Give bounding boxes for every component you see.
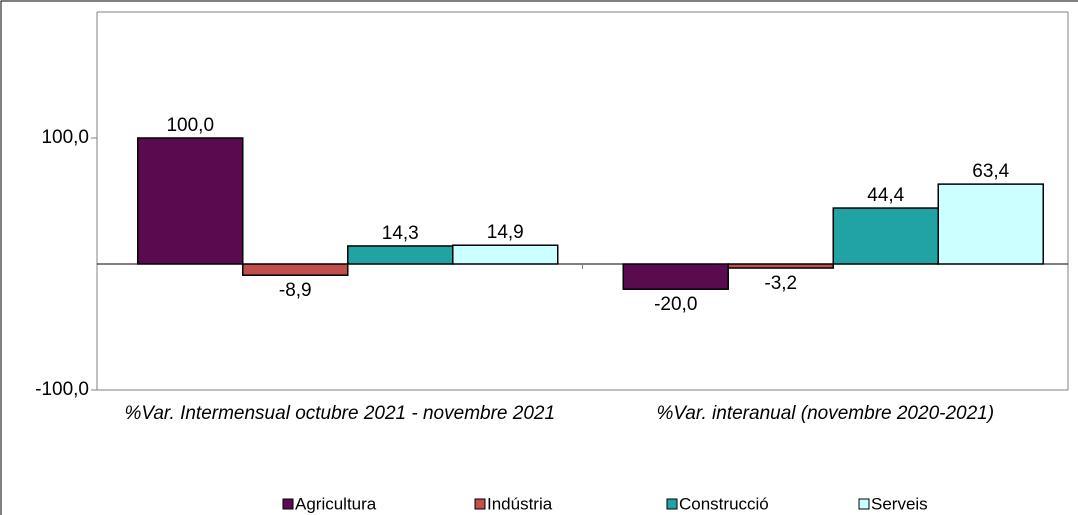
data-label: 14,9 xyxy=(487,222,524,243)
legend-swatch xyxy=(666,498,678,510)
bar xyxy=(832,207,939,265)
legend-swatch xyxy=(282,498,294,510)
y-tick-label: -100,0 xyxy=(35,379,89,400)
legend-label: Indústria xyxy=(487,494,553,513)
data-label: -8,9 xyxy=(279,280,312,301)
bar xyxy=(727,263,834,269)
data-label: 63,4 xyxy=(972,161,1009,182)
data-label: -20,0 xyxy=(654,294,697,315)
bar xyxy=(622,263,729,290)
legend-label: Agricultura xyxy=(295,494,377,513)
bar xyxy=(242,263,349,276)
x-tick-label: %Var. Intermensual octubre 2021 - novemb… xyxy=(124,403,556,424)
bar xyxy=(937,183,1044,265)
data-label: -3,2 xyxy=(764,273,797,294)
data-label: 44,4 xyxy=(867,185,904,206)
data-label: 14,3 xyxy=(382,223,419,244)
bar xyxy=(347,245,454,265)
legend-label: Serveis xyxy=(871,494,928,513)
legend-swatch xyxy=(858,498,870,510)
y-tick-label: 100,0 xyxy=(41,127,89,148)
bar xyxy=(452,244,559,265)
x-tick-label: %Var. interanual (novembre 2020-2021) xyxy=(656,403,995,424)
legend-swatch xyxy=(474,498,486,510)
legend-label: Construcció xyxy=(679,494,769,513)
bar xyxy=(137,137,244,265)
data-label: 100,0 xyxy=(166,115,214,136)
